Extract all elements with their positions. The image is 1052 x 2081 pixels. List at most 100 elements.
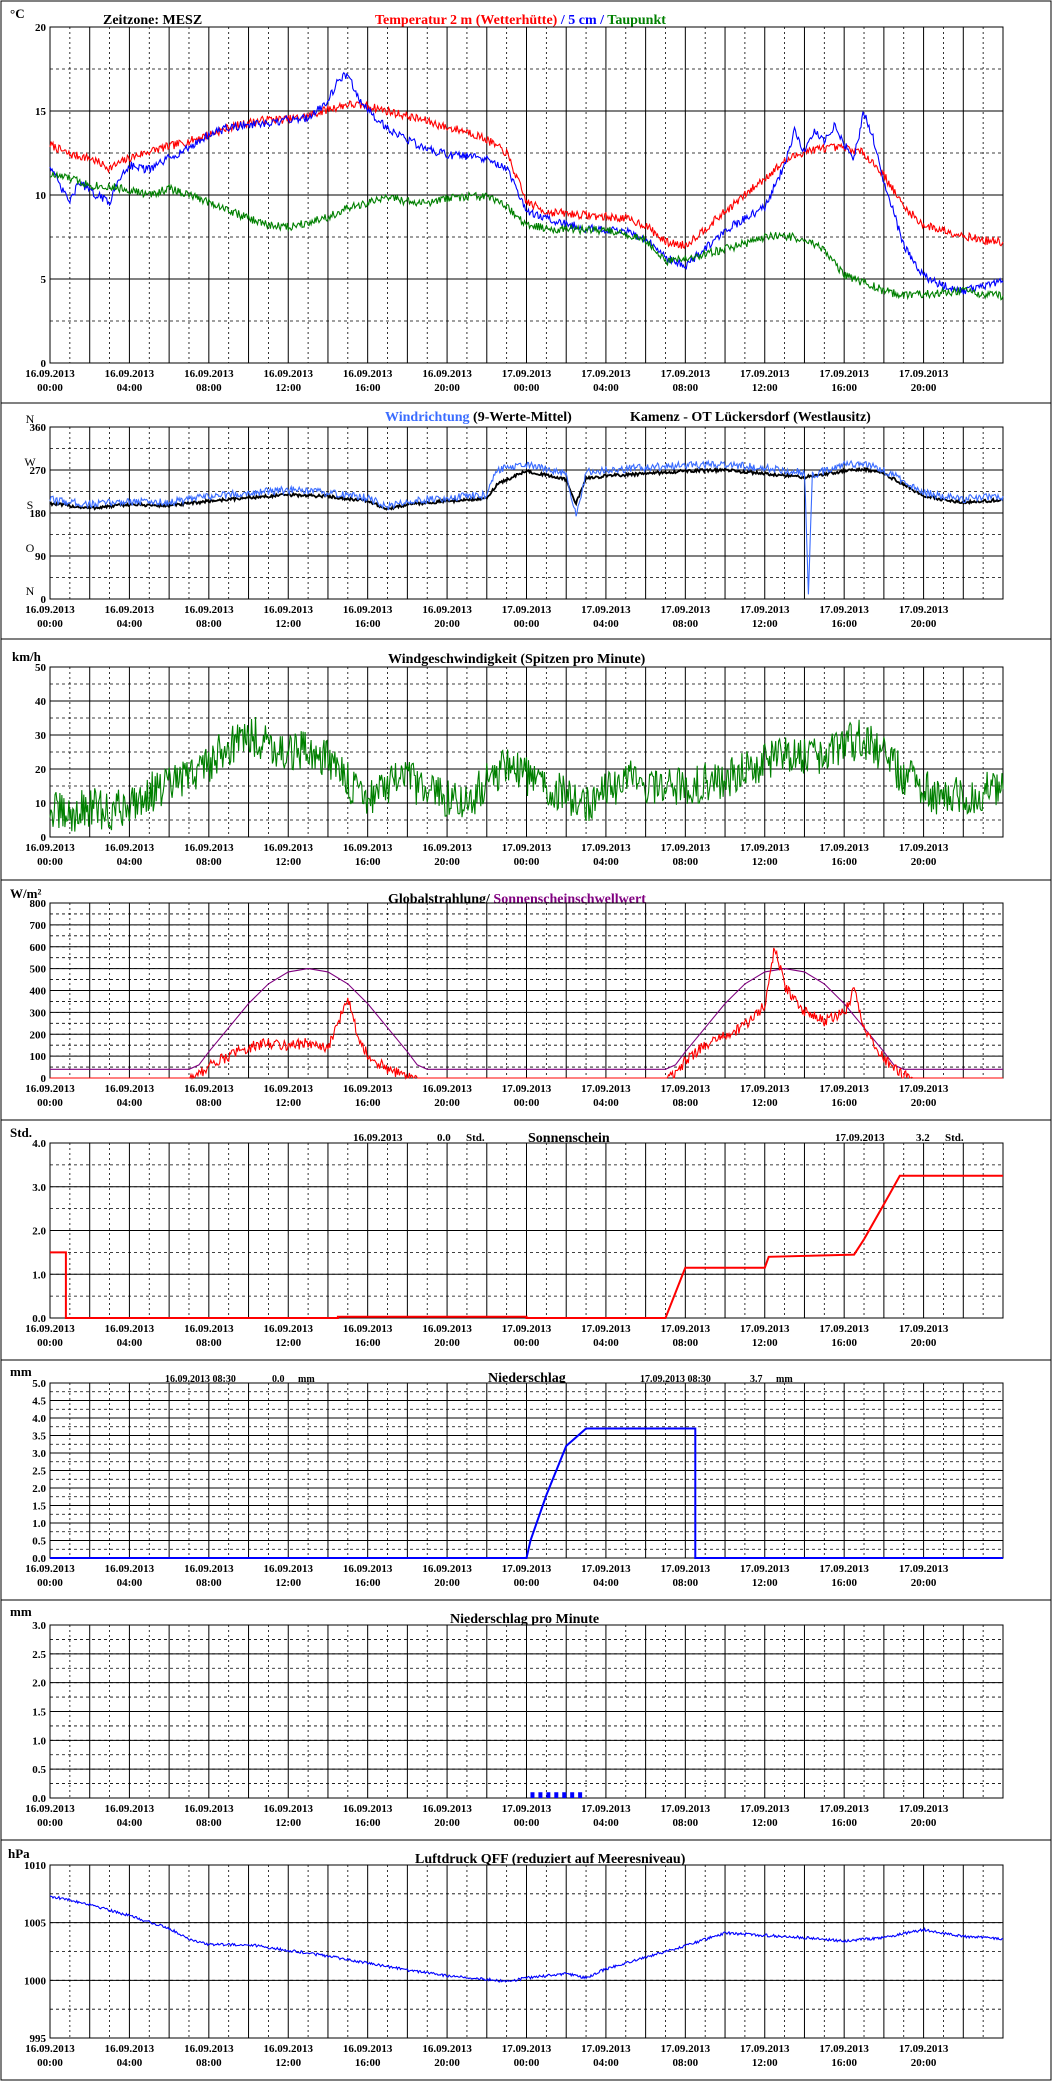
x-tick-time: 20:00: [434, 856, 460, 868]
y-tick-label: 50: [35, 662, 47, 674]
x-tick-date: 16.09.2013: [105, 2043, 155, 2055]
x-tick-time: 08:00: [196, 1097, 222, 1109]
pressure-unit-label: hPa: [8, 1846, 30, 1861]
x-tick-time: 12:00: [275, 856, 301, 868]
x-tick-date: 16.09.2013: [422, 2043, 472, 2055]
x-tick-date: 17.09.2013: [661, 1803, 711, 1815]
x-tick-date: 17.09.2013: [502, 368, 552, 380]
chart-pressure: 995 1000 1005 1010 16.09.2013 00:00 16.09.2013…: [24, 1860, 1004, 2069]
x-tick-date: 16.09.2013: [184, 2043, 234, 2055]
x-tick-time: 08:00: [196, 1577, 222, 1589]
x-tick-date: 16.09.2013: [184, 1563, 234, 1575]
x-tick-time: 16:00: [355, 1577, 381, 1589]
x-tick-time: 16:00: [355, 1097, 381, 1109]
pressure-title: Luftdruck QFF (reduziert auf Meeresnivea…: [415, 1852, 686, 1867]
x-tick-date: 17.09.2013: [502, 1803, 552, 1815]
y-tick-label: 2.0: [32, 1678, 46, 1690]
x-tick-date: 17.09.2013: [899, 1803, 949, 1815]
series-winddir-wind_direction_raw: [49, 459, 1004, 595]
y-tick-label: 500: [30, 964, 47, 976]
x-tick-time: 12:00: [275, 382, 301, 394]
x-tick-date: 16.09.2013: [105, 604, 155, 616]
y-tick-label: 5.0: [32, 1378, 46, 1390]
y-tick-label: 10: [35, 190, 47, 202]
x-tick-time: 12:00: [275, 1337, 301, 1349]
x-tick-date: 16.09.2013: [184, 604, 234, 616]
y-tick-label: 800: [30, 898, 47, 910]
x-tick-date: 17.09.2013: [581, 1323, 631, 1335]
x-tick-time: 08:00: [196, 856, 222, 868]
radiation-unit-label: W/m²: [10, 886, 41, 901]
x-tick-time: 00:00: [37, 1337, 63, 1349]
x-tick-date: 16.09.2013: [343, 1803, 393, 1815]
x-tick-date: 16.09.2013: [264, 1803, 314, 1815]
y-tick-label: 1005: [24, 1918, 47, 1930]
sunshine-sum2-date: 17.09.2013: [835, 1132, 885, 1144]
temp-title-sep1: /: [557, 13, 568, 28]
precipmin-title: Niederschlag pro Minute: [450, 1612, 599, 1627]
x-tick-time: 04:00: [117, 1577, 143, 1589]
compass-label: N: [26, 412, 35, 426]
x-tick-date: 16.09.2013: [105, 1323, 155, 1335]
x-tick-date: 16.09.2013: [343, 604, 393, 616]
precip-title: Niederschlag: [488, 1371, 566, 1386]
y-tick-label: 1.0: [32, 1518, 46, 1530]
x-tick-time: 08:00: [196, 382, 222, 394]
y-tick-label: 1010: [24, 1860, 47, 1872]
x-tick-time: 16:00: [831, 2057, 857, 2069]
x-tick-time: 08:00: [672, 2057, 698, 2069]
x-tick-time: 04:00: [593, 856, 619, 868]
chart-radiation: 0 100 200 300 400 500 600 700 800 16.09.2013 00:00…: [25, 898, 1004, 1109]
x-tick-time: 12:00: [752, 618, 778, 630]
x-tick-date: 16.09.2013: [264, 1563, 314, 1575]
x-tick-date: 17.09.2013: [819, 842, 869, 854]
x-tick-time: 04:00: [117, 1337, 143, 1349]
x-tick-date: 16.09.2013: [343, 842, 393, 854]
x-tick-time: 12:00: [275, 2057, 301, 2069]
y-tick-label: 20: [35, 22, 47, 34]
x-tick-time: 04:00: [593, 1577, 619, 1589]
y-tick-label: 30: [35, 730, 47, 742]
x-tick-date: 17.09.2013: [502, 1323, 552, 1335]
precip-sum2-unit: mm: [776, 1374, 793, 1385]
x-tick-time: 00:00: [514, 856, 540, 868]
x-tick-time: 00:00: [37, 2057, 63, 2069]
x-tick-date: 17.09.2013: [899, 1323, 949, 1335]
y-tick-label: 700: [30, 920, 47, 932]
x-tick-date: 17.09.2013: [661, 1563, 711, 1575]
x-tick-time: 16:00: [355, 618, 381, 630]
temp-title: Temperatur 2 m (Wetterhütte) / 5 cm / Ta…: [375, 13, 666, 28]
x-tick-date: 16.09.2013: [264, 2043, 314, 2055]
x-tick-date: 16.09.2013: [184, 368, 234, 380]
x-tick-time: 12:00: [752, 1577, 778, 1589]
x-tick-date: 17.09.2013: [581, 842, 631, 854]
temp-title-soil: 5 cm: [568, 13, 597, 28]
x-tick-time: 00:00: [514, 1817, 540, 1829]
x-tick-time: 12:00: [752, 856, 778, 868]
precip-sum1-date: 16.09.2013 08:30: [165, 1374, 236, 1385]
x-tick-date: 17.09.2013: [899, 368, 949, 380]
x-tick-date: 17.09.2013: [740, 1803, 790, 1815]
x-tick-date: 16.09.2013: [105, 368, 155, 380]
precip-minute-bar: [578, 1792, 583, 1798]
temp-title-sep2: /: [597, 13, 608, 28]
x-tick-time: 16:00: [355, 2057, 381, 2069]
x-tick-time: 12:00: [275, 1817, 301, 1829]
x-tick-date: 16.09.2013: [105, 1083, 155, 1095]
x-tick-time: 00:00: [514, 1337, 540, 1349]
x-tick-date: 17.09.2013: [661, 1083, 711, 1095]
x-tick-date: 17.09.2013: [502, 1083, 552, 1095]
x-tick-date: 17.09.2013: [740, 2043, 790, 2055]
precip-minute-bar: [530, 1792, 535, 1798]
x-tick-time: 20:00: [911, 1337, 937, 1349]
x-tick-date: 17.09.2013: [661, 368, 711, 380]
y-tick-label: 90: [35, 551, 47, 563]
x-tick-date: 16.09.2013: [343, 2043, 393, 2055]
x-tick-date: 17.09.2013: [661, 842, 711, 854]
x-tick-date: 17.09.2013: [740, 368, 790, 380]
x-tick-time: 12:00: [275, 1577, 301, 1589]
y-tick-label: 40: [35, 696, 47, 708]
x-tick-time: 20:00: [911, 382, 937, 394]
x-tick-time: 08:00: [672, 1817, 698, 1829]
x-tick-date: 17.09.2013: [819, 1083, 869, 1095]
